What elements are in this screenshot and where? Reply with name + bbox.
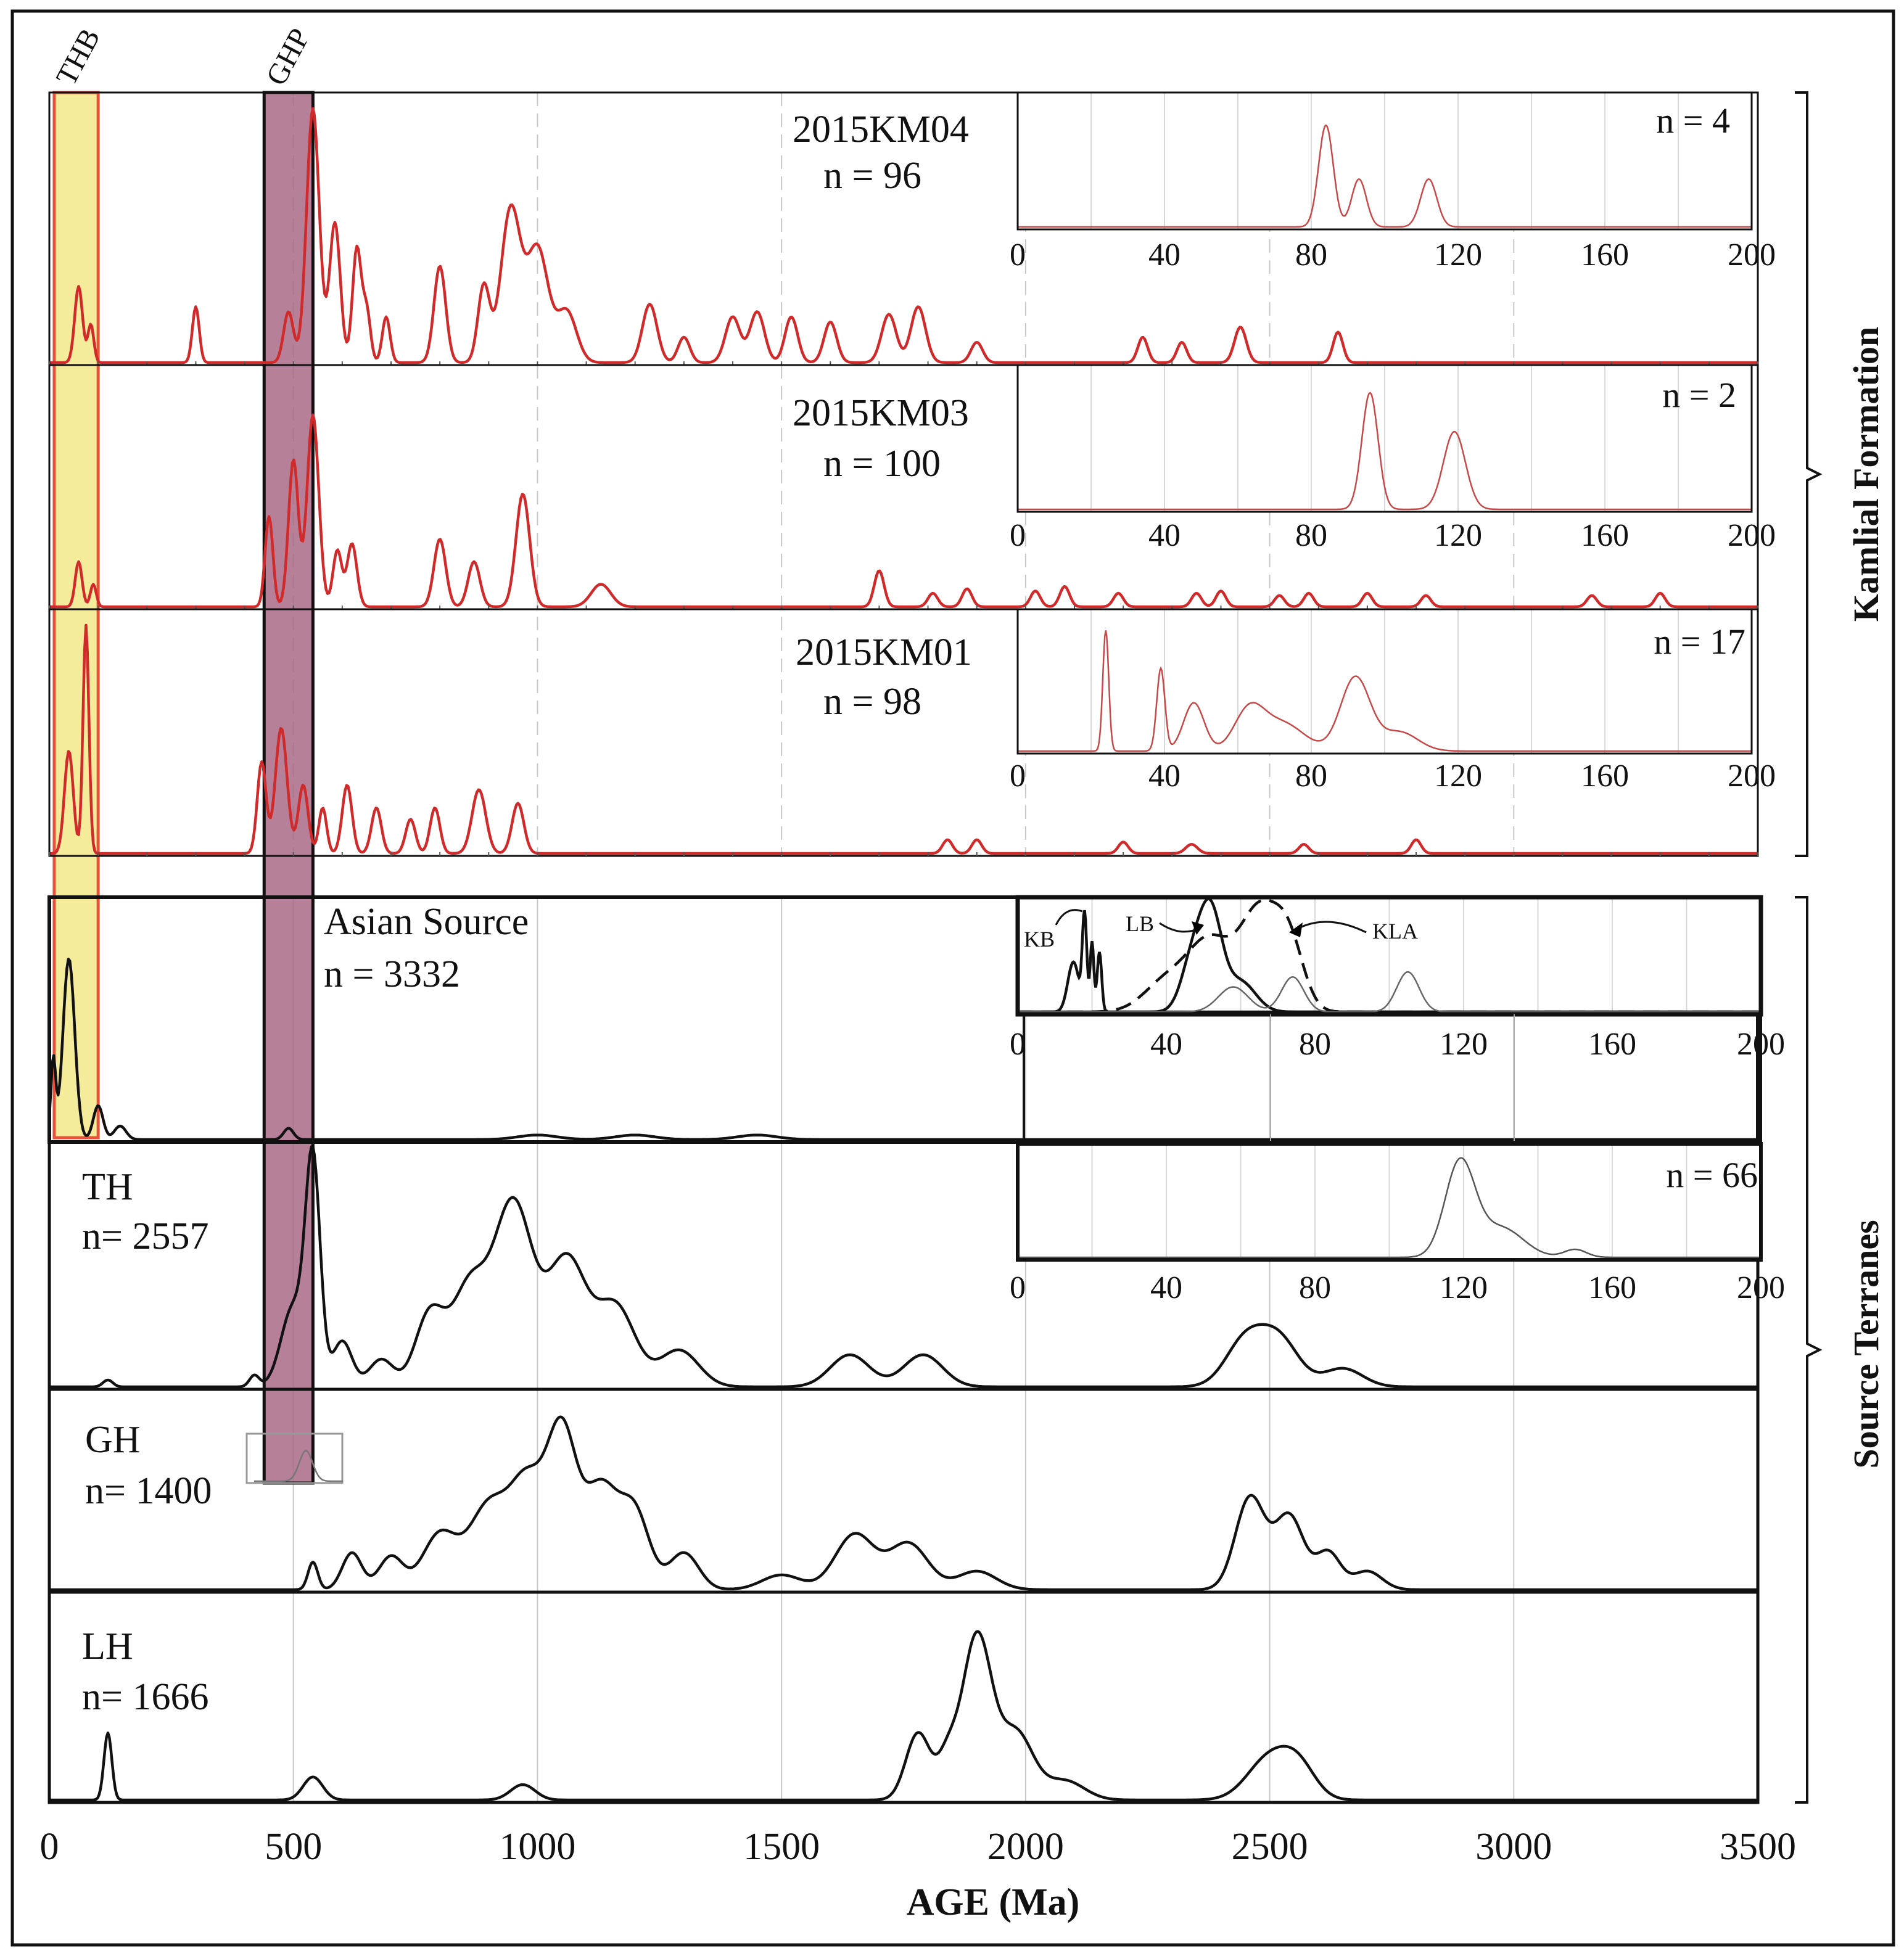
panel-n-label-lh: n= 1666 [82, 1676, 208, 1718]
inset-tick-label-80: 80 [1295, 758, 1327, 794]
panel-label-2015km04: 2015KM04 [793, 109, 969, 150]
inset-2015km04: n = 4 0 40 80 120 160 200 [1010, 91, 1776, 273]
arrow-kla-head [1289, 923, 1303, 937]
inset-frame [1016, 364, 1753, 513]
x-tick-label-1500: 1500 [743, 1826, 820, 1868]
inset-tick-label-120: 120 [1434, 758, 1482, 794]
outer-frame [10, 9, 1895, 1947]
arrow-lb-head [1192, 921, 1204, 935]
curve-lh [49, 1630, 1757, 1802]
inset-n-label: n = 4 [1656, 101, 1730, 141]
panel-n-label-asian-source: n = 3332 [324, 953, 460, 995]
arrow-kla [1295, 921, 1367, 934]
panel-label-th: TH [82, 1166, 133, 1208]
overlay-layer [245, 1432, 344, 1484]
inset-tick-label-160: 160 [1581, 518, 1629, 553]
panel-label-lh: LH [82, 1625, 133, 1667]
inset-tick-label-200: 200 [1728, 237, 1776, 273]
x-tick-label-2500: 2500 [1232, 1826, 1308, 1868]
curve-gh [49, 1415, 1757, 1592]
x-tick-label-2000: 2000 [987, 1826, 1064, 1868]
inset-tick-label-0: 0 [1010, 758, 1026, 794]
x-tick-label-3000: 3000 [1475, 1826, 1552, 1868]
curve-2015km04 [49, 107, 1757, 364]
inset-curve-kla [1018, 898, 1761, 1014]
panel-label-2015km03: 2015KM03 [793, 392, 969, 434]
inset-tick-label-0: 0 [1010, 237, 1026, 273]
group-label-source-terranes: Source Terranes [1846, 1220, 1886, 1468]
inset-curve [1018, 1157, 1761, 1259]
inset-tick-label-40: 40 [1150, 1027, 1182, 1062]
gh-small-inset-curve [254, 1450, 343, 1482]
inset-tick-label-160: 160 [1581, 237, 1629, 273]
inset-n-label: n = 17 [1654, 622, 1745, 662]
arrow-kb [1055, 909, 1083, 926]
group-label-kamlial-formation: Kamlial Formation [1846, 327, 1886, 622]
inset-tick-label-120: 120 [1440, 1270, 1488, 1305]
inset-2015km03: n = 2 0 40 80 120 160 200 [1010, 364, 1776, 553]
x-tick-label-3500: 3500 [1720, 1826, 1796, 1868]
inset-curve [1018, 124, 1752, 228]
inset-tick-label-40: 40 [1148, 237, 1181, 273]
x-axis-label: AGE (Ma) [907, 1881, 1080, 1923]
inset-tick-label-80: 80 [1295, 518, 1327, 553]
curve-2015km03 [49, 413, 1757, 609]
inset-th: n = 66 0 40 80 120 160 200 [1010, 1142, 1785, 1305]
x-tick-label-1000: 1000 [499, 1826, 575, 1868]
inset-tick-label-160: 160 [1581, 758, 1629, 794]
highlight-band-thb [52, 91, 100, 1140]
group-brace-0 [1795, 91, 1823, 857]
inset-tick-label-120: 120 [1440, 1027, 1488, 1062]
panel-label-2015km01: 2015KM01 [796, 631, 972, 673]
inset-tick-label-200: 200 [1728, 518, 1776, 553]
panel-frame-2015km01 [48, 608, 1759, 857]
inset-tick-label-120: 120 [1434, 237, 1482, 273]
inset-tick-label-80: 80 [1299, 1270, 1331, 1305]
panel-n-label-2015km01: n = 98 [823, 681, 921, 723]
inset-tick-label-160: 160 [1588, 1270, 1636, 1305]
panel-n-label-2015km04: n = 96 [823, 155, 921, 197]
panel-n-label-2015km03: n = 100 [823, 443, 941, 485]
curve-2015km01 [49, 623, 1757, 855]
inset-tick-label-80: 80 [1295, 237, 1327, 273]
inset-tick-label-200: 200 [1737, 1270, 1785, 1305]
inset-tick-label-120: 120 [1434, 518, 1482, 553]
panel-label-asian-source: Asian Source [324, 901, 529, 943]
inset-tick-label-40: 40 [1150, 1270, 1182, 1305]
inset-n-label: n = 66 [1666, 1155, 1758, 1195]
inset-n-label: n = 2 [1662, 375, 1736, 415]
asian-inset-lower-box [1023, 1013, 1762, 1142]
inset-2015km01: n = 17 0 40 80 120 160 200 [1010, 608, 1776, 794]
inset-tick-label-40: 40 [1148, 518, 1181, 553]
inset-frame [1016, 91, 1753, 231]
group-brace-1 [1795, 896, 1823, 1804]
inset-curve-other [1018, 971, 1761, 1013]
x-tick-label-500: 500 [265, 1826, 322, 1868]
inset-frame [1016, 1142, 1763, 1262]
inset-curve-label-lb: LB [1126, 911, 1154, 936]
inset-tick-label-80: 80 [1299, 1027, 1331, 1062]
inset-tick-label-0: 0 [1010, 1270, 1026, 1305]
panel-frame-layer [47, 91, 1760, 1804]
inset-tick-label-0: 0 [1010, 518, 1026, 553]
panel-n-label-gh: n= 1400 [85, 1470, 212, 1512]
x-tick-label-0: 0 [40, 1826, 59, 1868]
panel-frame-lh [47, 1590, 1760, 1804]
inset-tick-label-160: 160 [1588, 1027, 1636, 1062]
panel-label-gh: GH [85, 1419, 141, 1461]
inset-curve [1018, 392, 1752, 511]
inset-tick-label-40: 40 [1148, 758, 1181, 794]
inset-curve [1018, 630, 1752, 752]
inset-curve-label-kb: KB [1024, 927, 1055, 951]
gh-small-inset-box [245, 1432, 344, 1484]
inset-curve-label-kla: KLA [1372, 919, 1418, 943]
inset-frame [1016, 608, 1753, 755]
inset-tick-label-200: 200 [1728, 758, 1776, 794]
curve-th [49, 1145, 1757, 1389]
panel-n-label-th: n= 2557 [82, 1215, 208, 1257]
